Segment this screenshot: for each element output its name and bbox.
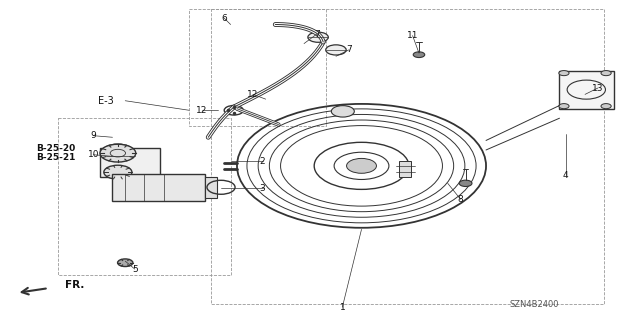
Text: B-25-21: B-25-21 — [36, 153, 75, 162]
Circle shape — [326, 45, 346, 55]
Circle shape — [601, 104, 611, 109]
Text: E-3: E-3 — [98, 96, 114, 106]
Bar — [58, 118, 230, 275]
Circle shape — [104, 165, 132, 179]
Text: 7: 7 — [314, 30, 320, 39]
Text: 9: 9 — [90, 131, 96, 140]
Bar — [100, 148, 161, 177]
Text: 8: 8 — [458, 195, 463, 204]
Text: 12: 12 — [196, 106, 207, 115]
Bar — [211, 9, 604, 304]
Text: 6: 6 — [221, 14, 227, 23]
Circle shape — [601, 70, 611, 76]
Circle shape — [413, 52, 425, 57]
Bar — [205, 177, 216, 197]
Bar — [113, 174, 205, 201]
Circle shape — [559, 70, 569, 76]
Text: 1: 1 — [339, 303, 345, 312]
Circle shape — [308, 32, 328, 42]
Circle shape — [559, 104, 569, 109]
Text: 10: 10 — [88, 150, 99, 159]
Text: 13: 13 — [592, 84, 604, 93]
Bar — [189, 9, 326, 126]
Bar — [559, 70, 614, 109]
Circle shape — [460, 180, 472, 187]
Text: FR.: FR. — [65, 280, 84, 290]
Text: 12: 12 — [247, 90, 259, 99]
Circle shape — [118, 259, 133, 267]
Circle shape — [102, 144, 133, 159]
Text: 7: 7 — [346, 45, 351, 55]
Circle shape — [347, 159, 376, 173]
Circle shape — [332, 106, 355, 117]
Text: 4: 4 — [563, 171, 569, 180]
Circle shape — [100, 144, 136, 162]
Text: B-25-20: B-25-20 — [36, 144, 75, 153]
Text: 3: 3 — [260, 184, 266, 193]
Text: 2: 2 — [260, 157, 266, 166]
Text: SZN4B2400: SZN4B2400 — [509, 300, 559, 308]
Text: 11: 11 — [407, 31, 419, 40]
Text: 5: 5 — [132, 264, 138, 274]
Bar — [399, 161, 412, 177]
